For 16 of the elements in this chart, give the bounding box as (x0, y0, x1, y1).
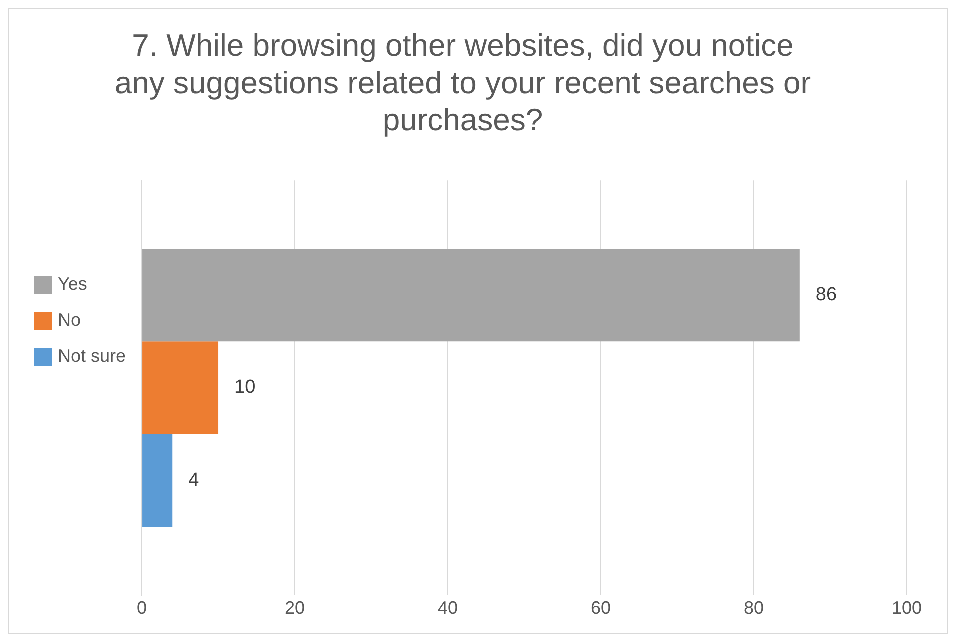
x-tick-label: 20 (285, 598, 306, 618)
x-tick-label: 60 (590, 598, 612, 618)
x-tick-label: 0 (137, 598, 148, 618)
bar (142, 249, 800, 342)
x-tick-label: 100 (892, 598, 922, 618)
data-label: 10 (234, 377, 256, 398)
bar (142, 434, 173, 527)
x-tick-label: 40 (438, 598, 458, 618)
legend-label: No (58, 310, 82, 330)
chart-title: 7. While browsing other websites, did you notice any suggestions related to your recent searches or purchases? (114, 28, 812, 138)
data-label: 4 (188, 470, 200, 491)
legend-label: Yes (58, 274, 88, 294)
bar (142, 342, 219, 434)
legend-label: Not sure (58, 346, 126, 366)
data-label: 86 (816, 284, 838, 306)
x-tick-label: 80 (744, 598, 764, 618)
